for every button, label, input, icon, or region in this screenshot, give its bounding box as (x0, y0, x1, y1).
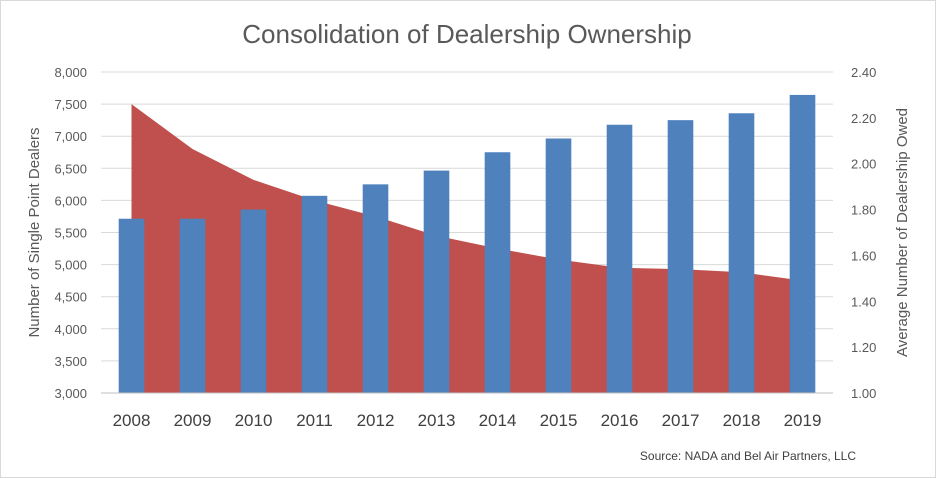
category-label: 2017 (662, 411, 700, 430)
left-axis-ticks: 3,000 3,500 4,000 4,500 5,000 5,500 6,000 6,500… (54, 65, 87, 401)
left-tick-label: 5,000 (54, 258, 87, 273)
bar (667, 120, 694, 394)
left-tick-label: 5,500 (54, 226, 87, 241)
right-tick-label: 2.40 (851, 65, 876, 80)
category-label: 2013 (418, 411, 456, 430)
bar-series (118, 94, 816, 394)
source-note: Source: NADA and Bel Air Partners, LLC (640, 449, 856, 463)
area-series-shape (131, 104, 803, 393)
bar (728, 113, 755, 394)
category-label: 2015 (540, 411, 578, 430)
left-tick-label: 7,500 (54, 97, 87, 112)
right-axis-title: Average Number of Dealership Owed (894, 108, 911, 357)
category-label: 2016 (601, 411, 639, 430)
left-tick-label: 3,000 (54, 386, 87, 401)
category-label: 2019 (784, 411, 822, 430)
bar (301, 195, 328, 393)
left-axis-title: Number of Single Point Dealers (26, 127, 43, 337)
bar (118, 218, 145, 393)
category-axis-ticks: 2008 2009 2010 2011 2012 2013 2014 2015 2016 2017… (113, 411, 822, 430)
category-label: 2012 (357, 411, 395, 430)
category-label: 2008 (113, 411, 151, 430)
right-tick-label: 1.00 (851, 386, 876, 401)
left-tick-label: 4,000 (54, 322, 87, 337)
bar (789, 94, 816, 393)
chart-title: Consolidation of Dealership Ownership (242, 19, 691, 49)
category-label: 2010 (235, 411, 273, 430)
right-tick-label: 1.60 (851, 248, 876, 263)
right-tick-label: 1.20 (851, 340, 876, 355)
bar (179, 218, 206, 393)
right-axis-ticks: 1.00 1.20 1.40 1.60 1.80 2.00 2.20 2.40 (851, 65, 876, 401)
bar (423, 170, 450, 393)
right-tick-label: 2.00 (851, 157, 876, 172)
category-label: 2014 (479, 411, 517, 430)
left-tick-label: 8,000 (54, 65, 87, 80)
bar (362, 184, 389, 393)
bar (606, 124, 633, 393)
right-tick-label: 1.40 (851, 294, 876, 309)
left-tick-label: 3,500 (54, 354, 87, 369)
bar (484, 152, 511, 393)
category-label: 2011 (296, 411, 333, 430)
bar (240, 209, 267, 393)
left-tick-label: 7,000 (54, 129, 87, 144)
left-tick-label: 4,500 (54, 290, 87, 305)
category-label: 2009 (174, 411, 212, 430)
bar (545, 138, 572, 393)
right-tick-label: 1.80 (851, 203, 876, 218)
right-tick-label: 2.20 (851, 111, 876, 126)
area-series (131, 104, 803, 393)
left-tick-label: 6,500 (54, 161, 87, 176)
left-tick-label: 6,000 (54, 193, 87, 208)
category-label: 2018 (723, 411, 761, 430)
